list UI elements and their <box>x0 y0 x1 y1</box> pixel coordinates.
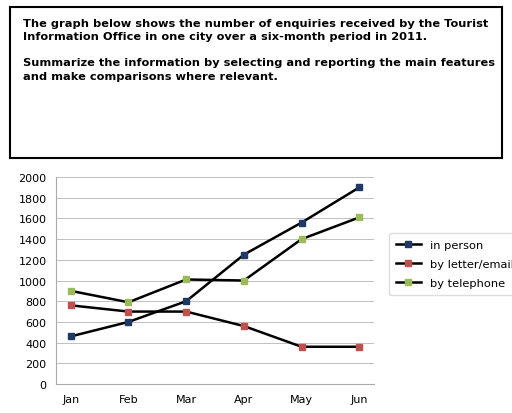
Legend: in person, by letter/email, by telephone: in person, by letter/email, by telephone <box>389 233 512 295</box>
Text: The graph below shows the number of enquiries received by the Tourist
Informatio: The graph below shows the number of enqu… <box>23 19 495 81</box>
